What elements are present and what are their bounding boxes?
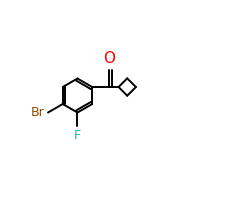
Text: F: F — [74, 129, 81, 142]
Text: Br: Br — [31, 106, 45, 119]
Text: O: O — [103, 51, 115, 66]
